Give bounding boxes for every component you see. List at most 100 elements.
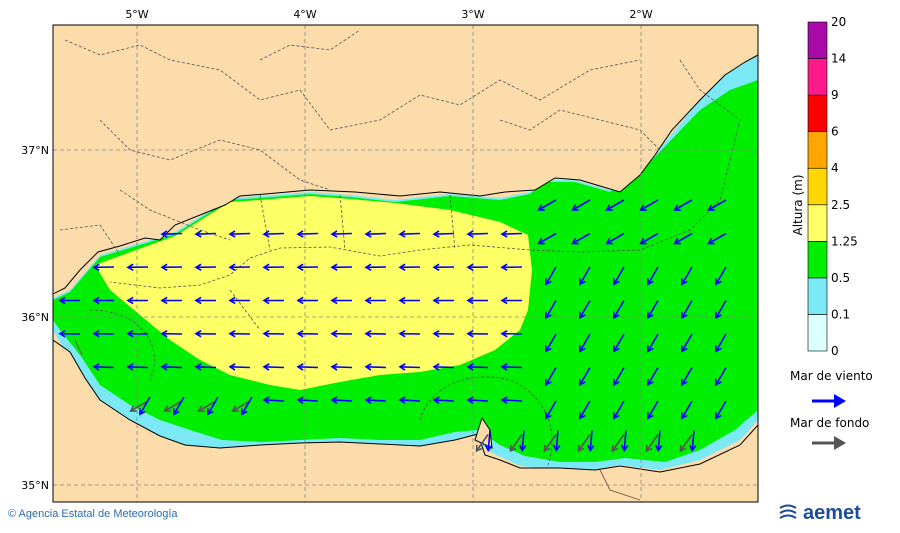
direction-arrow (657, 430, 661, 451)
colorbar-level-label: 0.1 (831, 307, 850, 321)
direction-arrow-head (579, 412, 586, 420)
direction-arrow-head (586, 444, 595, 452)
direction-arrow (93, 365, 115, 369)
direction-arrow-head (647, 278, 654, 286)
direction-arrow-head (613, 311, 620, 320)
direction-arrow-head (466, 296, 474, 305)
direction-arrow-head (715, 378, 722, 387)
direction-arrow (545, 367, 557, 386)
direction-arrow (501, 365, 523, 369)
direction-arrow-head (163, 405, 171, 412)
direction-arrow-head (579, 378, 586, 387)
direction-arrow (691, 430, 695, 451)
direction-arrow-head (605, 204, 613, 211)
direction-arrow-head (364, 396, 372, 404)
direction-arrow (467, 365, 489, 369)
direction-arrow-head (647, 311, 654, 320)
direction-arrow (647, 300, 659, 319)
aemet-logo: aemet (777, 500, 861, 526)
direction-arrow (365, 365, 387, 369)
direction-arrow-head (545, 278, 552, 286)
direction-arrow (647, 400, 659, 419)
direction-arrow (613, 367, 625, 386)
coast-spain (53, 25, 758, 295)
direction-arrow (606, 199, 625, 211)
direction-arrow (545, 266, 557, 285)
direction-arrow (501, 232, 523, 235)
direction-arrow-head (262, 296, 270, 305)
aemet-logo-text: aemet (803, 501, 861, 524)
direction-arrow (195, 232, 217, 235)
direction-arrow-head (228, 230, 236, 238)
direction-arrow-head (500, 263, 508, 272)
direction-arrow-head (194, 329, 202, 338)
direction-arrow-head (500, 296, 508, 305)
direction-arrow-head (330, 396, 338, 404)
direction-arrow-head (681, 345, 688, 353)
direction-arrow-head (681, 378, 688, 387)
direction-arrow (433, 365, 455, 369)
direction-arrow (681, 300, 693, 319)
direction-arrow-head (466, 230, 474, 238)
direction-arrow-head (126, 263, 134, 272)
colorbar-swatch (807, 277, 828, 315)
direction-arrow-head (466, 396, 474, 404)
direction-arrow-head (197, 405, 205, 412)
direction-arrow (572, 232, 591, 245)
direction-arrow (545, 400, 557, 419)
direction-arrow-head (262, 263, 270, 272)
direction-arrow (623, 430, 627, 451)
direction-arrow-head (645, 444, 653, 453)
direction-arrow-head (194, 263, 202, 272)
direction-arrow (647, 266, 659, 285)
direction-arrow-head (92, 363, 100, 371)
direction-arrow-head (296, 263, 304, 272)
direction-arrow (611, 434, 625, 452)
direction-arrow-head (639, 237, 647, 245)
direction-arrow-head (126, 296, 134, 305)
direction-arrow (241, 396, 253, 415)
direction-arrow-head (484, 444, 493, 452)
direction-arrow-head (681, 311, 688, 320)
copyright-text: © Agencia Estatal de Meteorología (8, 508, 178, 520)
direction-arrow-head (537, 237, 545, 245)
direction-arrow-head (611, 444, 619, 453)
direction-arrow-head (228, 363, 236, 371)
direction-arrow-head (577, 444, 585, 453)
direction-arrow (263, 232, 285, 235)
direction-arrow-head (545, 345, 552, 353)
swell-arrow-icon (812, 436, 846, 450)
direction-arrow (606, 232, 625, 245)
direction-arrow-head (228, 296, 236, 305)
colorbar-level-label: 4 (831, 161, 839, 175)
direction-arrow-head (432, 396, 440, 404)
direction-arrow (579, 400, 591, 419)
direction-arrow-head (579, 345, 586, 353)
direction-arrow (674, 199, 693, 211)
direction-arrow (543, 434, 557, 452)
direction-arrow (521, 430, 525, 451)
direction-arrow-head (613, 278, 620, 286)
direction-arrow (545, 300, 557, 319)
direction-arrow-head (129, 405, 137, 412)
direction-arrow-head (364, 329, 372, 338)
direction-arrow-head (500, 329, 508, 338)
direction-arrow-head (543, 444, 551, 453)
direction-arrow-head (262, 396, 270, 404)
direction-arrow-head (613, 412, 620, 420)
direction-arrow (232, 400, 251, 412)
direction-arrow (555, 430, 559, 451)
colorbar-swatch (807, 21, 828, 59)
direction-arrow (297, 365, 319, 369)
direction-arrow-head (647, 378, 654, 387)
direction-arrow-head (537, 204, 545, 211)
direction-arrow (207, 396, 219, 415)
direction-arrow (433, 399, 455, 402)
direction-arrow-head (715, 412, 722, 420)
direction-arrow (647, 367, 659, 386)
direction-arrow-head (500, 396, 508, 404)
direction-arrow (647, 333, 659, 352)
direction-arrow-head (715, 311, 722, 320)
direction-arrow-head (364, 296, 372, 305)
direction-arrow-head (194, 296, 202, 305)
